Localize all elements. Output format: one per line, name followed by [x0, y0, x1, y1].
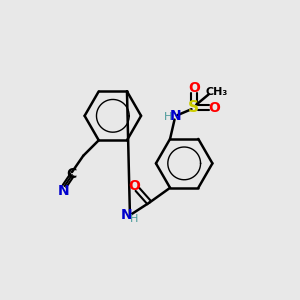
Text: O: O [208, 101, 220, 115]
Text: N: N [58, 184, 70, 198]
Text: N: N [121, 208, 133, 222]
Text: CH₃: CH₃ [205, 87, 227, 97]
Text: H: H [130, 214, 139, 224]
Text: O: O [188, 81, 200, 95]
Text: C: C [66, 167, 76, 181]
Text: O: O [128, 179, 140, 193]
Text: N: N [169, 109, 181, 123]
Text: S: S [188, 100, 199, 115]
Text: H: H [164, 112, 172, 122]
